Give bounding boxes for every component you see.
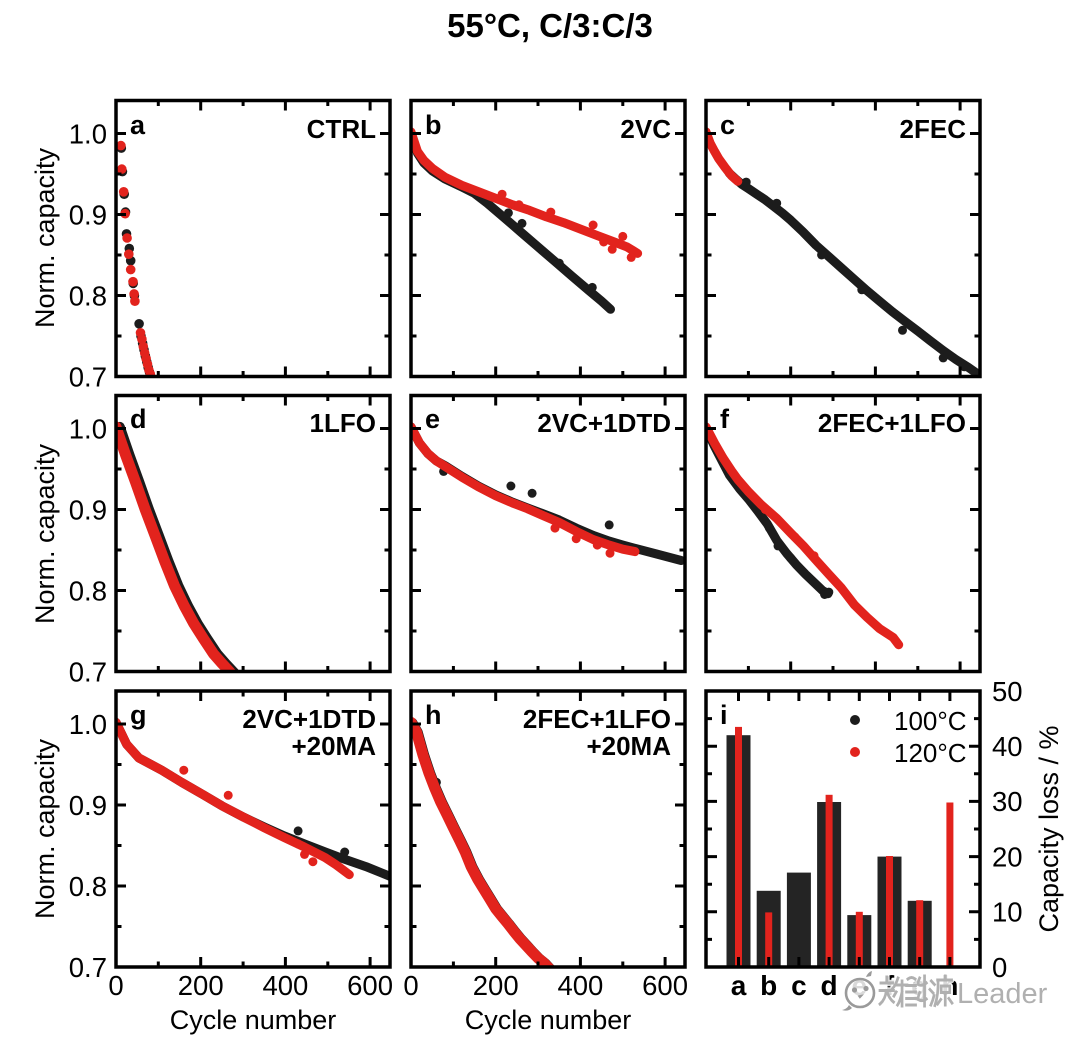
svg-text:Leader: Leader: [957, 978, 1048, 1010]
svg-text:50: 50: [992, 676, 1023, 707]
svg-text:2VC: 2VC: [620, 114, 671, 144]
svg-text:Norm. capacity: Norm. capacity: [30, 147, 60, 328]
svg-text:c: c: [720, 110, 735, 140]
svg-text:1LFO: 1LFO: [310, 408, 376, 438]
svg-text:10: 10: [992, 897, 1023, 928]
svg-text:30: 30: [992, 786, 1023, 817]
svg-text:Leader: Leader: [957, 978, 1048, 1010]
svg-text:2VC+1DTD: 2VC+1DTD: [537, 408, 671, 438]
svg-text:0.9: 0.9: [69, 494, 107, 525]
svg-text:40: 40: [992, 731, 1023, 762]
svg-text:Cycle number: Cycle number: [465, 1005, 632, 1035]
svg-text:2VC+1DTD: 2VC+1DTD: [242, 704, 376, 734]
svg-text:55°C, C/3:C/3: 55°C, C/3:C/3: [447, 7, 653, 44]
svg-text:0: 0: [992, 952, 1007, 983]
svg-text:1.0: 1.0: [69, 118, 107, 149]
svg-text:120°C: 120°C: [894, 738, 967, 768]
svg-text:2FEC+1LFO: 2FEC+1LFO: [818, 408, 966, 438]
svg-text:2FEC+1LFO: 2FEC+1LFO: [523, 704, 671, 734]
svg-text:g: g: [130, 700, 147, 730]
svg-text:200: 200: [473, 970, 519, 1001]
svg-text:i: i: [720, 700, 728, 730]
svg-text:+20MA: +20MA: [586, 731, 671, 761]
svg-text:100°C: 100°C: [894, 706, 967, 736]
svg-text:0.9: 0.9: [69, 199, 107, 230]
svg-text:+20MA: +20MA: [291, 731, 376, 761]
svg-text:0.8: 0.8: [69, 575, 107, 606]
svg-text:400: 400: [557, 970, 603, 1001]
svg-text:a: a: [130, 110, 146, 140]
svg-text:e: e: [425, 404, 440, 434]
svg-text:600: 600: [347, 970, 393, 1001]
svg-text:0: 0: [403, 970, 418, 1001]
svg-text:a: a: [731, 970, 747, 1001]
svg-text:0.7: 0.7: [69, 656, 107, 687]
svg-text:d: d: [821, 970, 838, 1001]
svg-text:200: 200: [178, 970, 224, 1001]
svg-text:0.7: 0.7: [69, 952, 107, 983]
svg-text:600: 600: [642, 970, 688, 1001]
svg-text:f: f: [720, 404, 730, 434]
svg-text:c: c: [791, 970, 807, 1001]
svg-text:Cycle number: Cycle number: [170, 1005, 337, 1035]
svg-text:b: b: [425, 110, 442, 140]
svg-text:Norm. capacity: Norm. capacity: [30, 738, 60, 919]
svg-text:Norm. capacity: Norm. capacity: [30, 443, 60, 624]
svg-text:20: 20: [992, 841, 1023, 872]
svg-text:0: 0: [108, 970, 123, 1001]
svg-text:1.0: 1.0: [69, 709, 107, 740]
svg-text:0.8: 0.8: [69, 871, 107, 902]
svg-text:0.9: 0.9: [69, 790, 107, 821]
svg-text:0.7: 0.7: [69, 361, 107, 392]
svg-text:CTRL: CTRL: [307, 114, 376, 144]
svg-text:0.8: 0.8: [69, 280, 107, 311]
svg-text:h: h: [425, 700, 442, 730]
svg-text:b: b: [760, 970, 777, 1001]
svg-text:d: d: [130, 404, 147, 434]
svg-text:2FEC: 2FEC: [900, 114, 967, 144]
svg-text:Capacity loss / %: Capacity loss / %: [1034, 725, 1064, 932]
svg-text:1.0: 1.0: [69, 413, 107, 444]
svg-text:400: 400: [262, 970, 308, 1001]
